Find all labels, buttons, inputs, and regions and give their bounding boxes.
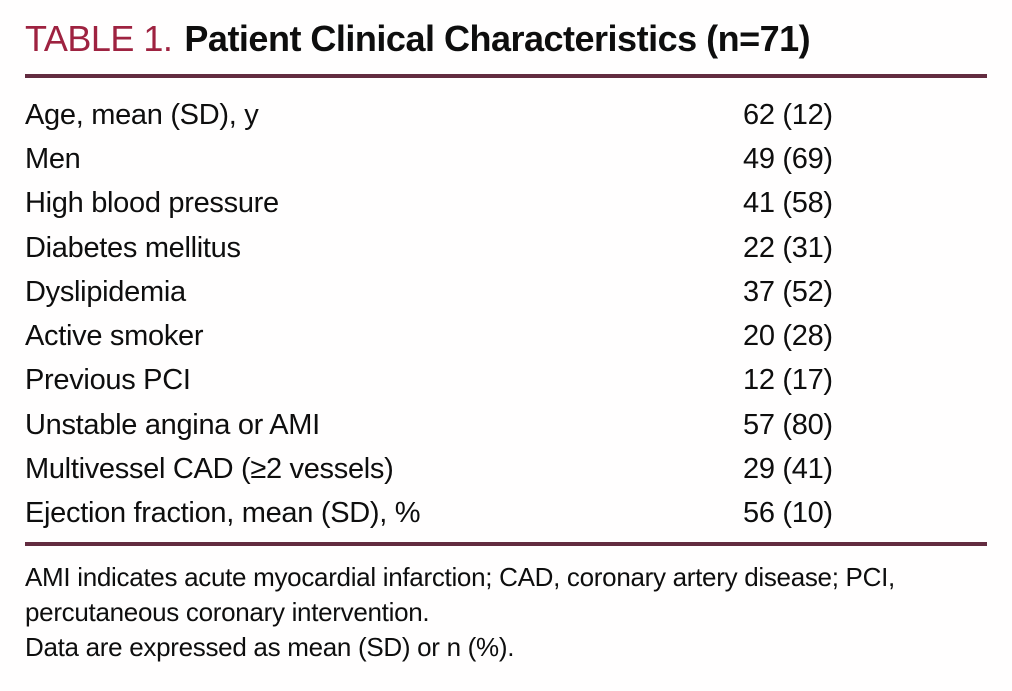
top-rule (25, 74, 987, 78)
row-characteristic: Multivessel CAD (≥2 vessels) (25, 453, 394, 486)
row-characteristic: Age, mean (SD), y (25, 98, 259, 131)
row-value: 12 (17) (743, 364, 833, 397)
row-characteristic: High blood pressure (25, 187, 279, 220)
table-row: Active smoker 20 (28) (25, 314, 987, 358)
table-row: High blood pressure 41 (58) (25, 182, 987, 226)
table-row: Dyslipidemia 37 (52) (25, 270, 987, 314)
table-label: TABLE 1. (25, 18, 173, 59)
table-row: Previous PCI 12 (17) (25, 359, 987, 403)
row-characteristic: Men (25, 142, 81, 175)
table-row: Multivessel CAD (≥2 vessels) 29 (41) (25, 447, 987, 491)
footnotes: AMI indicates acute myocardial infarctio… (25, 560, 987, 665)
row-characteristic: Ejection fraction, mean (SD), % (25, 497, 421, 530)
row-value: 37 (52) (743, 275, 833, 308)
row-value: 57 (80) (743, 408, 833, 441)
table-row: Age, mean (SD), y 62 (12) (25, 93, 987, 137)
table-row: Diabetes mellitus 22 (31) (25, 226, 987, 270)
row-value: 29 (41) (743, 453, 833, 486)
row-value: 22 (31) (743, 231, 833, 264)
row-characteristic: Dyslipidemia (25, 275, 186, 308)
row-value: 49 (69) (743, 142, 833, 175)
row-characteristic: Active smoker (25, 320, 204, 353)
footnote-abbreviations: AMI indicates acute myocardial infarctio… (25, 561, 895, 627)
row-characteristic: Previous PCI (25, 364, 191, 397)
row-value: 20 (28) (743, 320, 833, 353)
table-row: Unstable angina or AMI 57 (80) (25, 403, 987, 447)
table-body: Age, mean (SD), y 62 (12) Men 49 (69) High b… (25, 93, 987, 536)
row-characteristic: Diabetes mellitus (25, 231, 241, 264)
table-row: Men 49 (69) (25, 137, 987, 181)
row-value: 41 (58) (743, 187, 833, 220)
row-value: 62 (12) (743, 98, 833, 131)
row-value: 56 (10) (743, 497, 833, 530)
footnote-data-format: Data are expressed as mean (SD) or n (%)… (25, 631, 515, 662)
table-heading: Patient Clinical Characteristics (n=71) (184, 18, 811, 59)
bottom-rule (25, 541, 987, 546)
table-title-row: TABLE 1. Patient Clinical Characteristics… (25, 18, 987, 60)
row-characteristic: Unstable angina or AMI (25, 408, 320, 441)
table-row: Ejection fraction, mean (SD), % 56 (10) (25, 492, 987, 536)
